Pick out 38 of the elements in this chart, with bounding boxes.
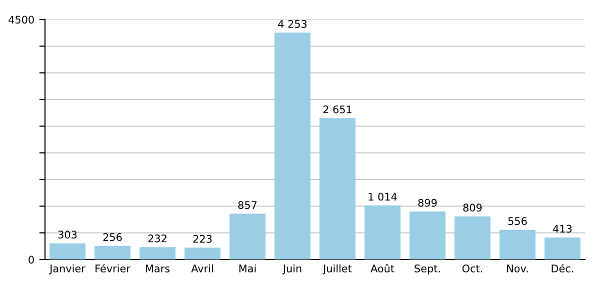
data-label: 256 (103, 233, 122, 242)
data-label: 857 (238, 201, 257, 209)
bar (50, 243, 86, 260)
data-label: 556 (508, 217, 527, 226)
bar (184, 248, 220, 260)
x-tick-label: Nov. (507, 264, 528, 272)
data-label: 4 253 (278, 20, 307, 28)
data-label: 809 (463, 204, 482, 212)
y-tick-label: 4500 (8, 16, 34, 24)
bar (364, 205, 400, 260)
x-tick-label: Juillet (322, 264, 352, 274)
x-tick-label: Mars (146, 264, 170, 272)
x-tick-label: Sept. (414, 264, 440, 274)
data-label: 413 (553, 224, 572, 233)
bar (320, 118, 356, 260)
x-tick-label: Février (96, 264, 130, 272)
data-label: 899 (418, 198, 437, 207)
bar (410, 212, 446, 260)
data-label: 303 (58, 230, 77, 239)
x-tick-label: Août (370, 264, 394, 272)
x-tick-label: Déc. (552, 264, 574, 272)
bar (500, 230, 536, 260)
bar (94, 246, 130, 260)
bar (454, 216, 490, 260)
x-tick-label: Juin (282, 264, 302, 274)
data-label: 223 (193, 234, 212, 243)
y-tick-label: 0 (28, 256, 34, 264)
bar (230, 214, 266, 260)
x-tick-label: Avril (191, 264, 213, 272)
bar (140, 247, 176, 260)
bar (274, 32, 310, 260)
data-label: 232 (148, 234, 166, 242)
x-tick-label: Mai (239, 264, 256, 272)
x-tick-label: Janvier (49, 264, 86, 274)
x-tick-label: Oct. (462, 264, 482, 272)
bar (544, 237, 580, 260)
data-label: 2 651 (323, 105, 352, 114)
data-label: 1 014 (368, 192, 397, 201)
